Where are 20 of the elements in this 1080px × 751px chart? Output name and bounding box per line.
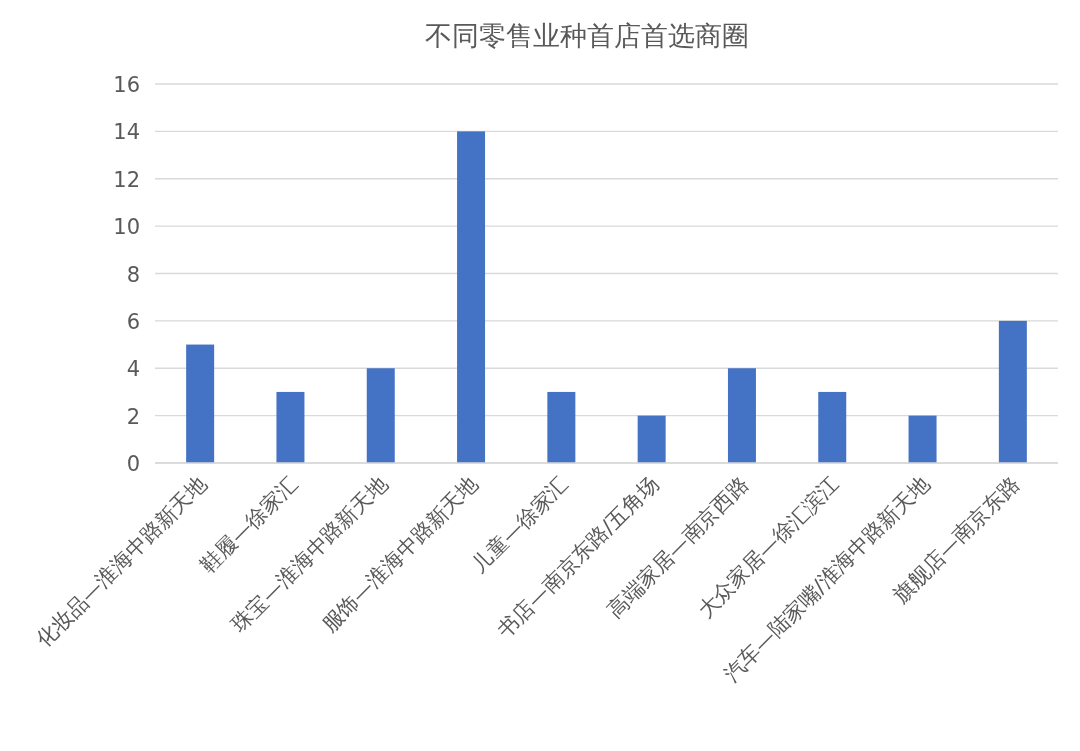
y-tick-label: 0	[126, 452, 140, 476]
y-tick-label: 16	[113, 73, 140, 97]
bar	[276, 391, 305, 463]
bar	[186, 344, 215, 463]
bar	[908, 415, 937, 463]
bar	[457, 131, 486, 463]
y-tick-label: 6	[126, 309, 140, 334]
y-tick-label: 14	[113, 120, 140, 145]
bar	[818, 391, 847, 463]
y-tick-label: 12	[113, 167, 140, 192]
y-tick-label: 8	[126, 262, 140, 287]
bar	[637, 415, 666, 463]
bar	[727, 368, 756, 463]
y-tick-label: 10	[113, 215, 140, 240]
bar	[366, 368, 395, 463]
bar	[547, 391, 576, 463]
chart-title: 不同零售业种首店首选商圈	[424, 20, 749, 51]
y-tick-label: 2	[126, 404, 140, 429]
bar	[998, 320, 1027, 463]
y-tick-label: 4	[126, 357, 140, 382]
